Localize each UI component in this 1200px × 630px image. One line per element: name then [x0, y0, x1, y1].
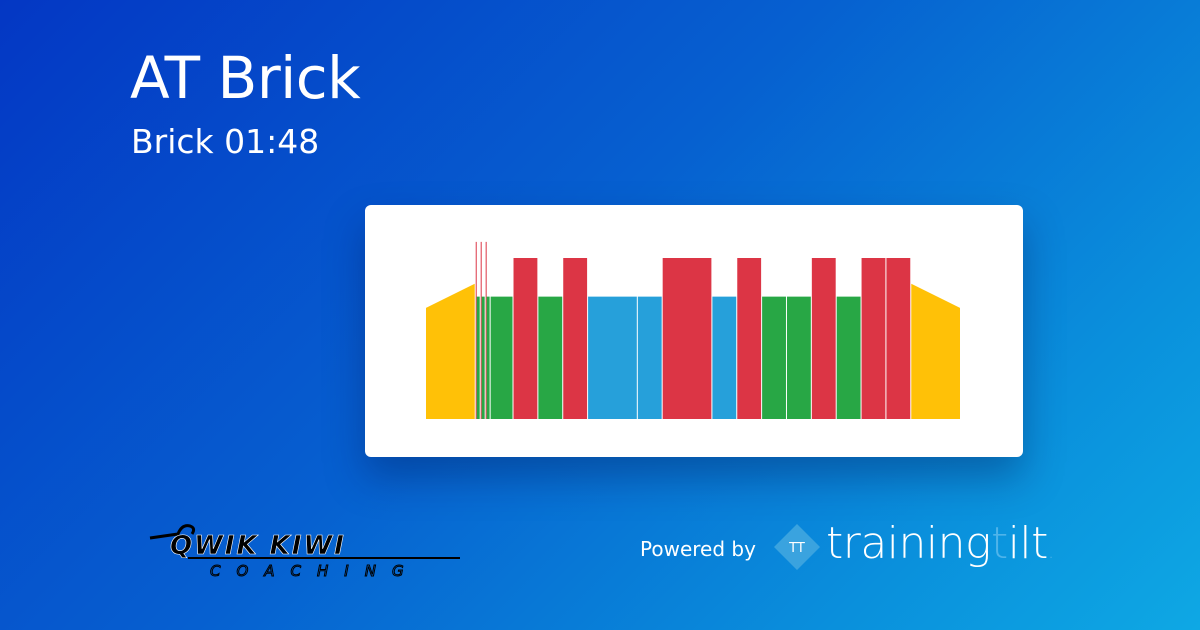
interval-red-5: [485, 241, 487, 419]
interval-blue-14: [712, 296, 737, 419]
workout-subtitle: Brick 01:48: [131, 122, 320, 161]
trainingtilt-diamond-icon: TT: [772, 522, 822, 576]
powered-by-label: Powered by: [640, 537, 756, 561]
interval-blue-11: [588, 296, 637, 419]
interval-blue-12: [637, 296, 662, 419]
svg-text:TT: TT: [788, 541, 805, 556]
interval-red-15: [737, 258, 762, 419]
interval-green-9: [538, 296, 563, 419]
interval-green-6: [486, 296, 490, 419]
interval-red-8: [513, 258, 538, 419]
interval-red-10: [563, 258, 588, 419]
interval-warmup-22: [911, 283, 960, 419]
workout-chart-card: [365, 205, 1023, 457]
interval-green-19: [836, 296, 861, 419]
interval-warmup-0: [426, 283, 475, 419]
interval-red-21: [886, 258, 911, 419]
workout-chart: [426, 241, 960, 419]
trainingtilt-logo: trainingtilt.: [826, 518, 1054, 569]
svg-text:COACHING: COACHING: [210, 562, 420, 580]
interval-green-4: [481, 296, 485, 419]
interval-green-7: [490, 296, 513, 419]
interval-red-20: [861, 258, 886, 419]
qwik-kiwi-coaching-logo: QWIK KIWI COACHING: [148, 520, 468, 584]
interval-green-17: [786, 296, 811, 419]
interval-green-2: [476, 296, 480, 419]
interval-red-13: [662, 258, 712, 419]
interval-red-1: [475, 241, 477, 419]
workout-title: AT Brick: [130, 44, 361, 112]
interval-green-16: [762, 296, 786, 419]
interval-red-3: [480, 241, 482, 419]
interval-red-18: [811, 258, 836, 419]
svg-text:QWIK KIWI: QWIK KIWI: [170, 531, 346, 561]
